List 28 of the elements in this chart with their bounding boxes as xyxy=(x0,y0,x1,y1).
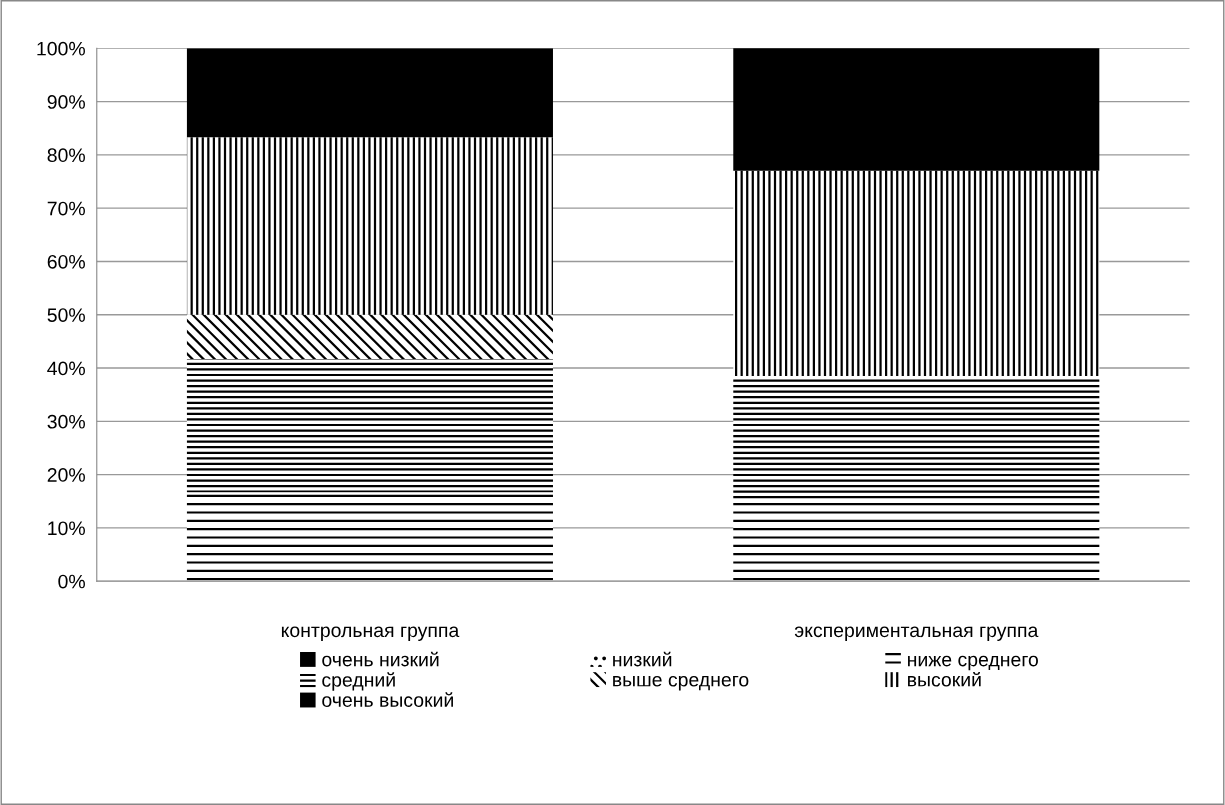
legend-label: высокий xyxy=(908,671,981,687)
y-tick-label: 100% xyxy=(37,41,85,56)
legend-label: очень низкий xyxy=(322,651,439,667)
bar xyxy=(186,137,553,315)
bar xyxy=(186,492,553,582)
y-tick-label: 0% xyxy=(58,574,85,589)
y-tick-label: 20% xyxy=(47,468,85,482)
legend-label: средний xyxy=(322,672,395,691)
y-tick-label: 40% xyxy=(47,361,85,376)
x-tick-label: экспериментальная группа xyxy=(794,626,1039,641)
y-tick-label: 70% xyxy=(47,201,85,216)
y-tick-label: 90% xyxy=(47,95,85,109)
y-tick-label: 60% xyxy=(47,254,85,269)
legend-label: ниже среднего xyxy=(908,655,1038,671)
y-tick-label: 80% xyxy=(47,148,85,163)
bar xyxy=(733,376,1100,500)
legend-label: выше среднего xyxy=(613,675,749,691)
bar xyxy=(733,48,1100,171)
bar xyxy=(186,48,553,138)
bar xyxy=(186,314,553,359)
y-tick-label: 50% xyxy=(47,308,85,322)
y-tick-label: 10% xyxy=(48,521,85,536)
y-tick-label: 30% xyxy=(47,414,85,429)
legend-label: очень высокий xyxy=(322,692,453,707)
legend-label: низкий xyxy=(613,651,672,667)
bar xyxy=(186,358,553,493)
x-tick-label: контрольная группа xyxy=(281,626,460,641)
bar xyxy=(733,170,1100,377)
